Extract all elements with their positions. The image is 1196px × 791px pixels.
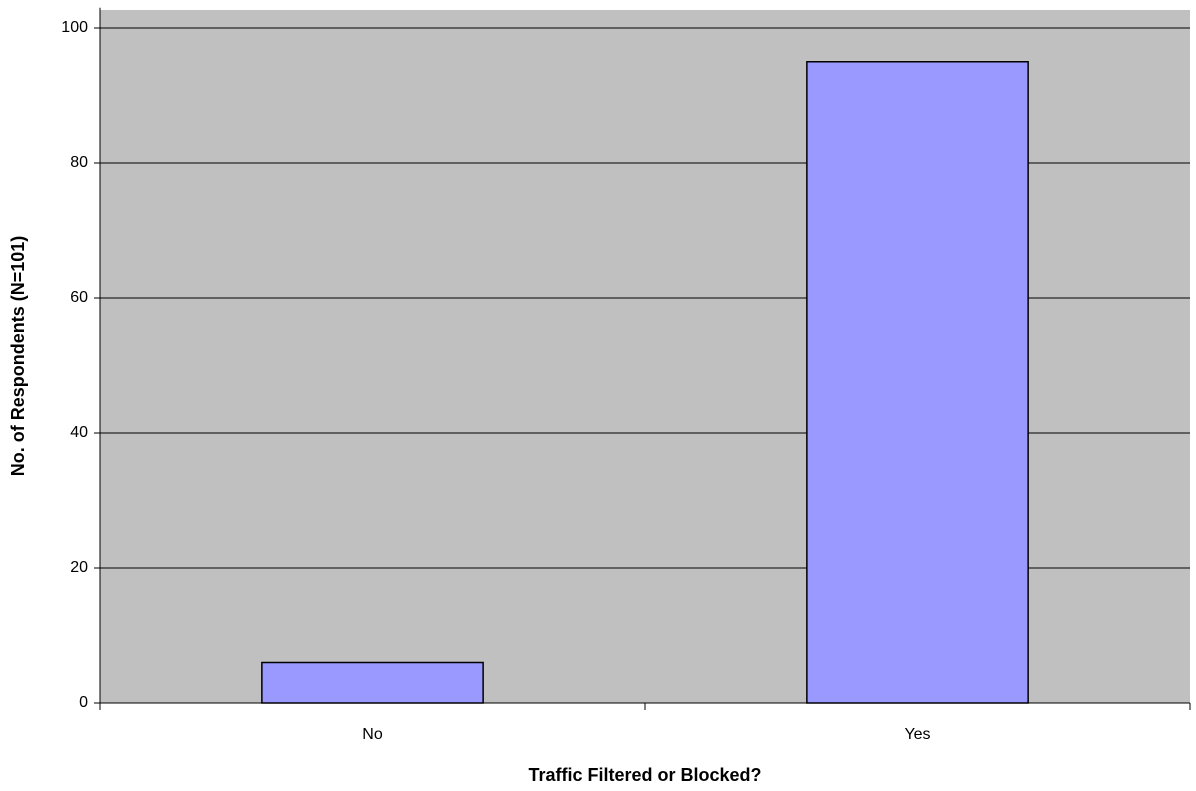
y-axis-title: No. of Respondents (N=101) (8, 236, 28, 477)
x-tick-label: No (362, 726, 383, 743)
bar (806, 61, 1029, 704)
x-tick-label: Yes (904, 726, 930, 743)
y-tick-label: 0 (79, 694, 88, 711)
y-tick-label: 60 (70, 289, 88, 306)
bar (261, 661, 484, 704)
y-tick-label: 20 (70, 559, 88, 576)
y-tick-label: 40 (70, 424, 88, 441)
y-tick-label: 100 (61, 19, 88, 36)
x-axis-title: Traffic Filtered or Blocked? (528, 765, 761, 785)
y-tick-label: 80 (70, 154, 88, 171)
